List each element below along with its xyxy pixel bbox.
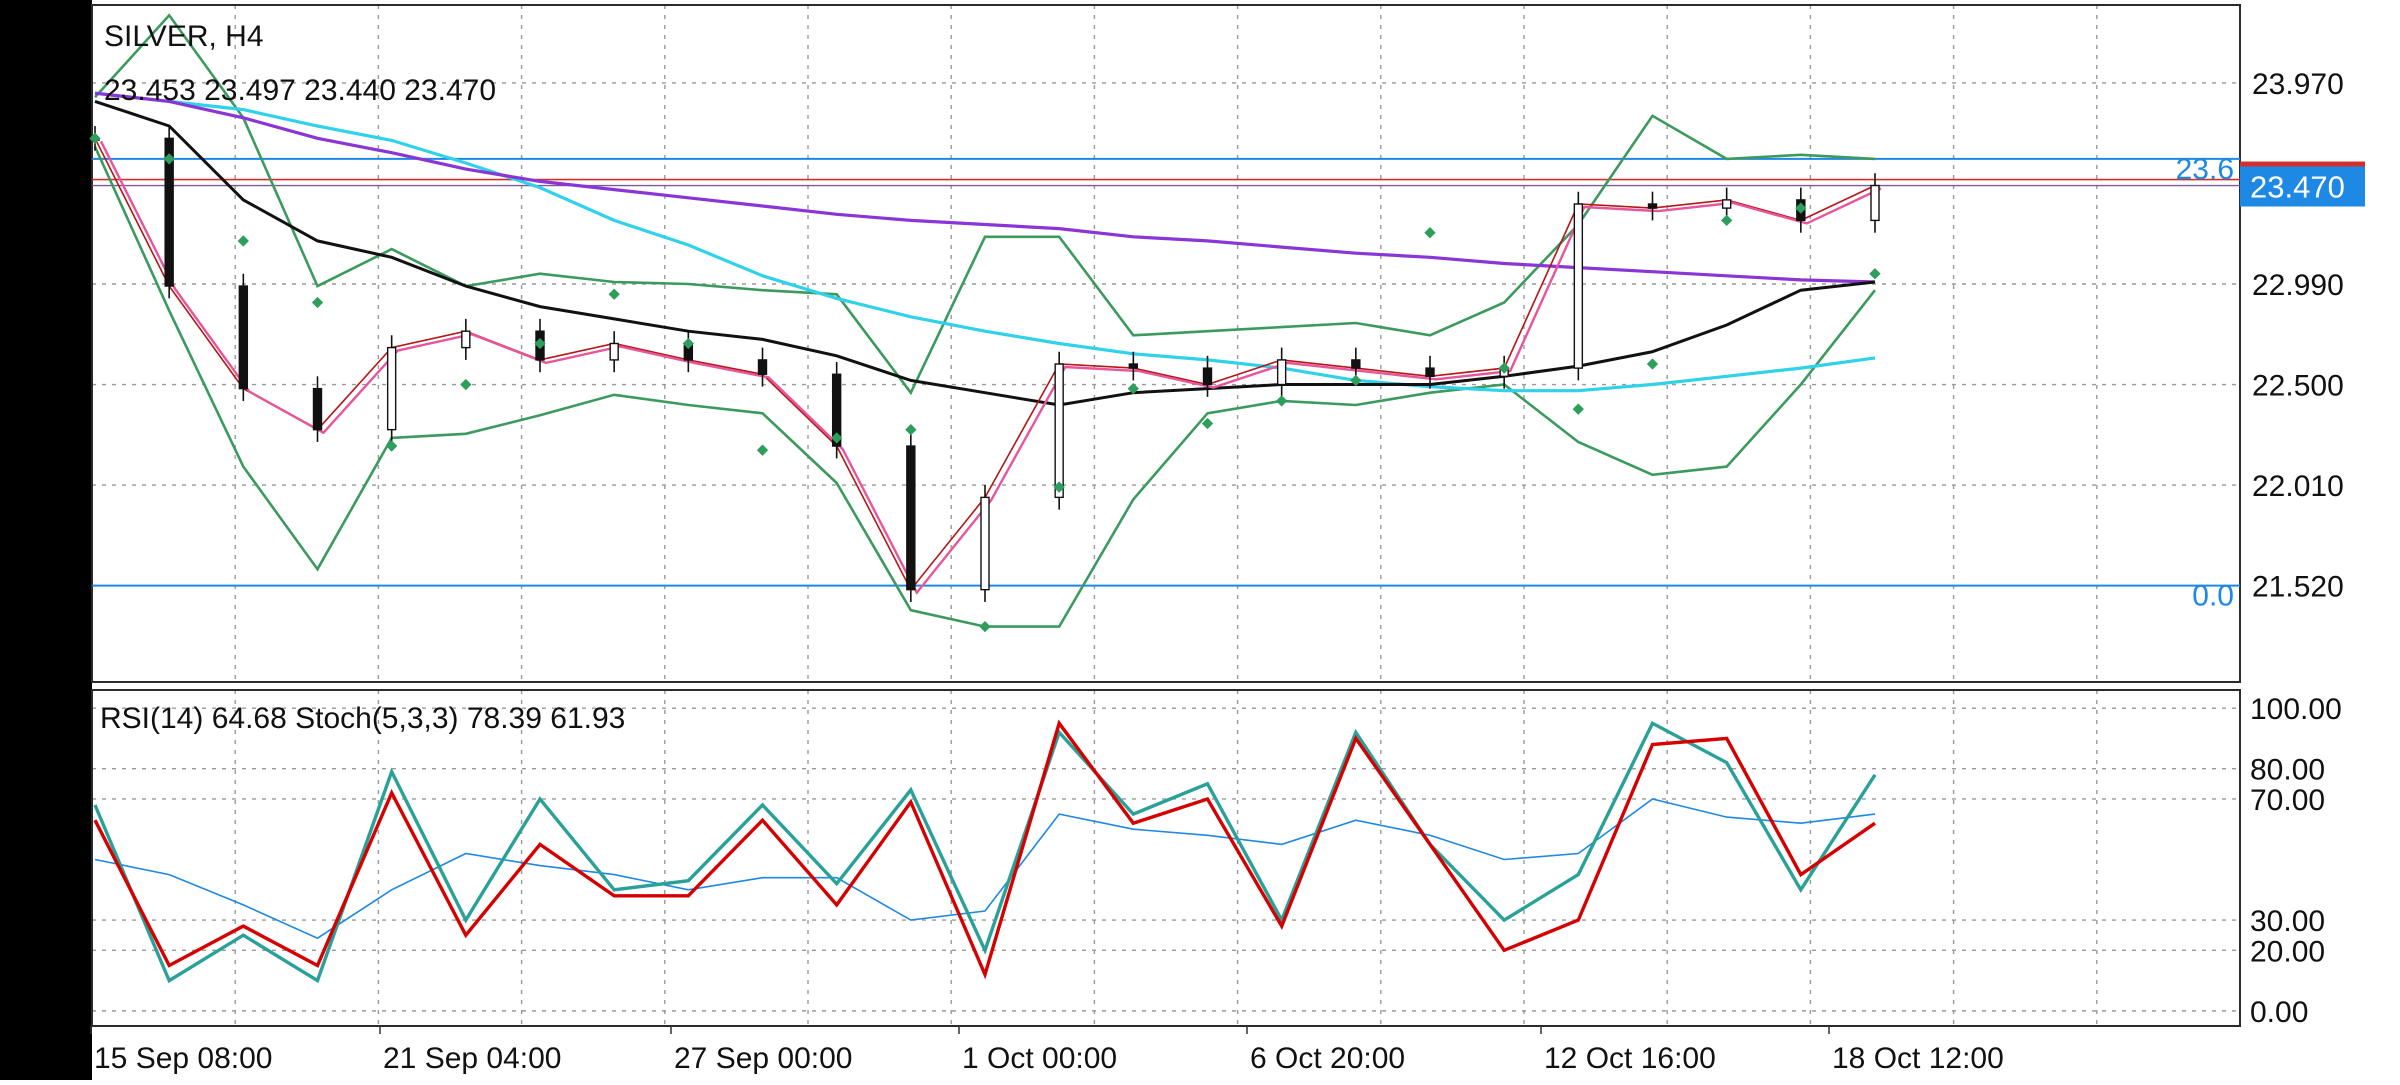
candle-body <box>1276 359 1287 386</box>
parabolic-sar-dot <box>1424 227 1436 239</box>
candle-body <box>1647 203 1658 209</box>
main-window-frame <box>91 4 2241 683</box>
main-grid <box>92 5 2240 682</box>
time-axis-tick-label: 18 Oct 12:00 <box>1832 1042 2004 1075</box>
parabolic-sar-dot <box>1869 268 1881 280</box>
candle-body <box>164 137 174 287</box>
candle-body <box>238 285 249 390</box>
parabolic-sar-dot <box>756 444 769 456</box>
indicator-grid <box>92 690 2240 1026</box>
indicator-axis-tick-label: 20.00 <box>2250 935 2325 968</box>
candle-body <box>1128 363 1139 369</box>
indicator-axis-tick-label: 30.00 <box>2250 905 2325 938</box>
time-axis-tick-label: 6 Oct 20:00 <box>1250 1042 1405 1075</box>
time-axis-tick-label: 12 Oct 16:00 <box>1544 1042 1716 1075</box>
candle-body <box>1573 203 1584 369</box>
price-axis-tick-label: 22.500 <box>2252 370 2344 403</box>
symbol-timeframe: SILVER, H4 <box>104 20 264 53</box>
parabolic-sar-dot <box>1572 403 1584 415</box>
fib-level-label-bottom: 0.0 <box>2192 580 2234 613</box>
indicator-series <box>93 719 1877 984</box>
moving-average-cyan <box>94 91 1876 393</box>
candle-body <box>1425 367 1435 378</box>
parabolic-sar-dot <box>979 620 991 633</box>
parabolic-sar-dot <box>905 424 917 436</box>
candle-body <box>906 445 916 591</box>
time-axis-tick-label: 1 Oct 00:00 <box>962 1042 1117 1075</box>
parabolic-sar-dot <box>460 378 472 391</box>
parabolic-sar-dot <box>534 337 546 350</box>
bollinger-upper-band <box>94 13 1876 396</box>
candle-body <box>609 342 619 361</box>
rsi-line <box>94 798 1876 940</box>
parabolic-sar-dot <box>163 153 175 165</box>
parabolic-sar-dot <box>386 440 398 452</box>
fib-level-label-top: 23.6 <box>2176 153 2234 186</box>
time-axis-tick-label: 15 Sep 08:00 <box>94 1042 273 1075</box>
parabolic-sar-dot <box>1350 374 1362 387</box>
stoch-signal-line <box>93 719 1876 980</box>
indicator-axis-tick-label: 0.00 <box>2250 996 2308 1029</box>
axes: 23.970 22.990 22.500 22.010 21.520 100.00 80.0… <box>90 68 2344 1075</box>
parabolic-sar-dot <box>1127 382 1139 395</box>
indicator-window-frame <box>91 689 2241 1027</box>
parabolic-sar-dot <box>831 432 843 444</box>
candle-body <box>1054 363 1064 499</box>
parabolic-sar-dot <box>682 337 694 350</box>
price-series <box>89 13 2365 633</box>
indicator-axis-tick-label: 100.00 <box>2250 693 2342 726</box>
price-axis-tick-label: 22.990 <box>2252 269 2344 302</box>
price-axis-tick-label: 23.970 <box>2252 68 2344 101</box>
indicator-title: RSI(14) 64.68 Stoch(5,3,3) 78.39 61.93 <box>100 702 625 735</box>
candle-body <box>386 346 397 431</box>
candle-body <box>757 359 768 375</box>
parabolic-sar-dot <box>1721 214 1733 227</box>
moving-average-pink <box>99 140 1882 595</box>
stoch-main-line <box>93 720 1877 984</box>
candle-body <box>312 387 323 431</box>
parabolic-sar-dot <box>608 288 620 300</box>
time-axis-tick-label: 21 Sep 04:00 <box>383 1042 562 1075</box>
candle-body <box>831 373 842 447</box>
time-axis-tick-label: 27 Sep 00:00 <box>674 1042 853 1075</box>
moving-average-purple <box>94 91 1876 284</box>
bid-price-marker <box>2240 161 2365 167</box>
ohlc-readout: 23.453 23.497 23.440 23.470 <box>104 74 496 107</box>
current-price-tag <box>2240 166 2365 207</box>
current-price-tag-value: 23.470 <box>2250 170 2345 205</box>
indicator-axis-tick-label: 70.00 <box>2250 784 2325 817</box>
parabolic-sar-dot <box>311 296 324 309</box>
candle-body <box>1870 184 1880 222</box>
candle-body <box>1202 367 1213 386</box>
candle-body <box>980 496 990 591</box>
parabolic-sar-dot <box>1498 362 1510 374</box>
left-black-margin <box>0 0 92 1080</box>
parabolic-sar-dot <box>237 235 249 247</box>
parabolic-sar-dot <box>89 132 101 144</box>
parabolic-sar-dot <box>1275 395 1288 407</box>
indicator-axis-tick-label: 80.00 <box>2250 754 2325 787</box>
candle-body <box>1721 199 1732 209</box>
parabolic-sar-dot <box>1646 358 1659 370</box>
price-axis-tick-label: 21.520 <box>2252 571 2344 604</box>
price-axis-tick-label: 22.010 <box>2252 470 2344 503</box>
candle-body <box>1351 359 1361 369</box>
parabolic-sar-dot <box>1201 417 1214 430</box>
candle-body <box>461 330 471 349</box>
